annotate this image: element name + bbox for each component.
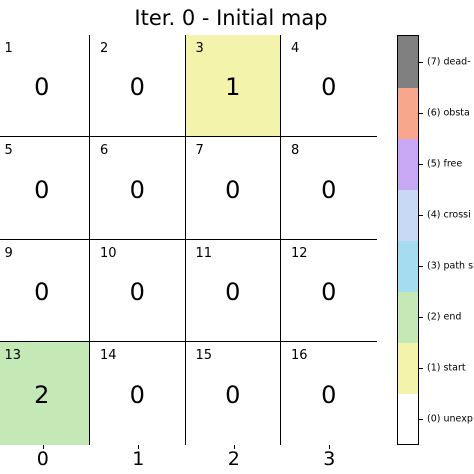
map-title: Iter. 0 - Initial map	[134, 6, 328, 30]
cell-value: 0	[321, 73, 337, 102]
x-tick-mark	[138, 445, 140, 449]
x-tick-mark	[329, 445, 331, 449]
grid-cell-16: 16 0	[281, 342, 377, 445]
colorbar-tick	[419, 163, 423, 165]
cell-value: 0	[129, 175, 145, 204]
cell-id-label: 12	[291, 245, 308, 261]
colorbar-tick	[419, 265, 423, 267]
colorbar-tick	[419, 61, 423, 63]
colorbar-segment	[398, 291, 418, 343]
cell-value: 0	[34, 73, 50, 102]
grid-cell-11: 11 0	[185, 239, 281, 342]
x-tick-mark	[42, 445, 44, 449]
cell-id-label: 15	[195, 348, 213, 363]
cell-value: 0	[225, 175, 241, 204]
cell-id-label: 9	[4, 245, 13, 261]
cell-id-label: 4	[291, 40, 300, 56]
colorbar-label: (3) path s	[427, 260, 474, 271]
cell-value: 0	[34, 175, 50, 204]
grid-cell-15: 15 0	[185, 342, 281, 445]
x-tick-label: 3	[323, 448, 336, 470]
colorbar-label: (0) unexp	[427, 413, 473, 424]
cell-id-label: 11	[195, 245, 213, 261]
cell-value: 0	[321, 278, 337, 307]
cell-value: 0	[225, 381, 241, 410]
colorbar-segment	[398, 87, 418, 139]
cell-id-label: 13	[4, 348, 22, 363]
colorbar-segment	[398, 138, 418, 190]
colorbar-label: (7) dead-	[427, 56, 471, 67]
grid-cell-13: 13 2	[0, 342, 90, 445]
colorbar-segment	[398, 36, 418, 88]
grid-cell-14: 14 0	[90, 342, 186, 445]
colorbar-segment	[398, 342, 418, 394]
colorbar-label: (2) end	[427, 311, 462, 322]
grid-cell-12: 12 0	[281, 239, 377, 342]
cell-value: 1	[225, 73, 241, 102]
x-tick-label: 2	[227, 448, 240, 470]
cell-value: 0	[129, 73, 145, 102]
cell-value: 0	[321, 381, 337, 410]
state-colorbar	[397, 35, 419, 445]
colorbar-tick	[419, 214, 423, 216]
map-grid: 1 0 2 0 3 1 4 0 5 0 6 0 7 0 8 0 9 0 10 0 11 0 12 0 13 2 14 0 15 0 16 0	[0, 34, 377, 445]
cell-id-label: 16	[291, 348, 308, 363]
colorbar-label: (1) start	[427, 362, 466, 373]
cell-value: 0	[129, 278, 145, 307]
cell-value: 0	[225, 278, 241, 307]
colorbar-label: (5) free	[427, 158, 463, 169]
cell-id-label: 6	[100, 143, 109, 158]
colorbar-tick	[419, 316, 423, 318]
cell-value: 0	[129, 381, 145, 410]
cell-id-label: 2	[100, 40, 109, 56]
colorbar-segment	[398, 240, 418, 292]
colorbar-tick	[419, 112, 423, 114]
cell-value: 0	[34, 278, 50, 307]
colorbar-segment	[398, 393, 418, 444]
cell-value: 2	[34, 381, 50, 410]
grid-cell-10: 10 0	[90, 239, 186, 342]
x-tick-label: 1	[132, 448, 145, 470]
cell-id-label: 5	[4, 143, 13, 158]
colorbar-label: (6) obsta	[427, 107, 470, 118]
cell-id-label: 3	[195, 40, 204, 56]
cell-id-label: 1	[4, 40, 13, 56]
x-tick-mark	[233, 445, 235, 449]
colorbar-tick	[419, 367, 423, 369]
colorbar-label: (4) crossi	[427, 209, 471, 220]
x-tick-label: 0	[36, 448, 49, 470]
cell-id-label: 8	[291, 143, 300, 158]
cell-value: 0	[321, 175, 337, 204]
colorbar-segment	[398, 189, 418, 241]
cell-id-label: 14	[100, 348, 117, 363]
cell-id-label: 10	[100, 245, 117, 261]
colorbar-tick	[419, 418, 423, 420]
cell-id-label: 7	[195, 143, 204, 158]
